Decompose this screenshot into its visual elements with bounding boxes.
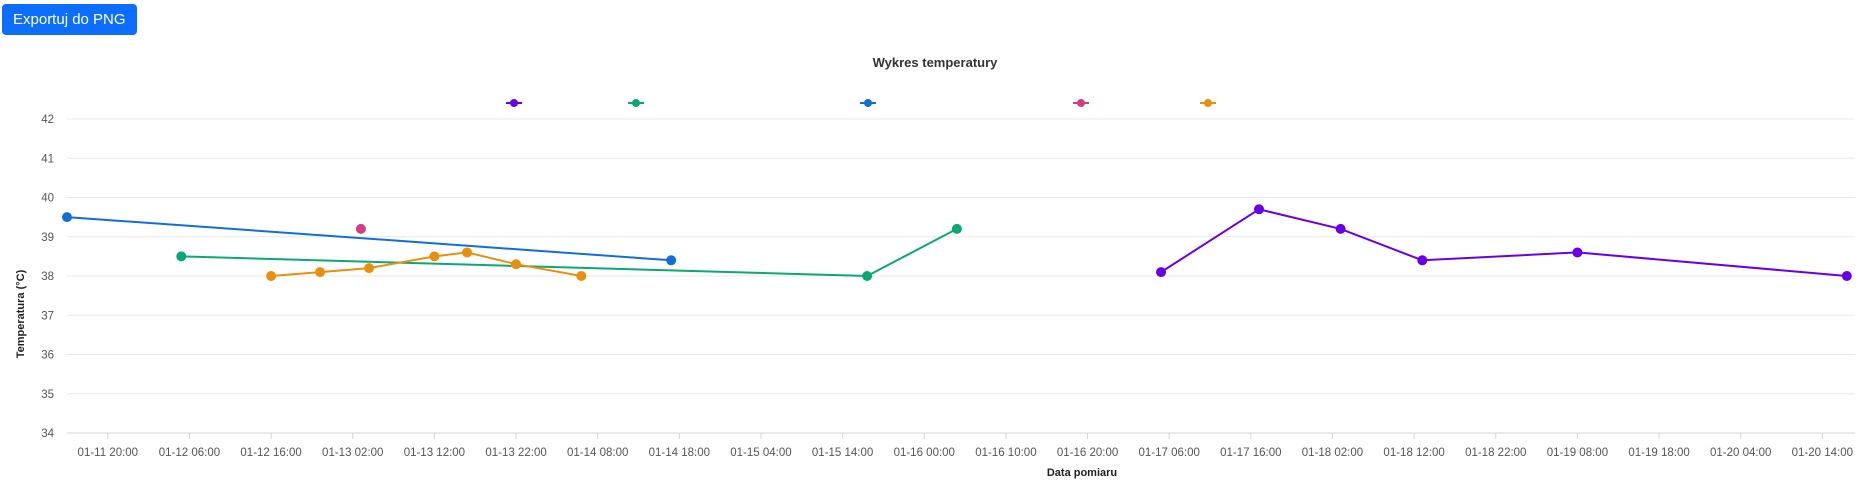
y-axis-title: Temperatura (°C) — [15, 269, 27, 358]
x-axis-title: Data pomiaru — [1047, 467, 1117, 479]
x-tick-label: 01-11 20:00 — [78, 447, 139, 459]
data-point[interactable] — [462, 247, 473, 258]
x-tick-label: 01-16 00:00 — [894, 447, 955, 459]
x-tick-label: 01-16 20:00 — [1057, 447, 1118, 459]
data-point[interactable] — [1335, 223, 1346, 234]
legend-swatch-marker — [1204, 99, 1212, 107]
x-tick-label: 01-19 08:00 — [1547, 447, 1608, 459]
y-tick-label: 34 — [41, 428, 54, 440]
x-tick-label: 01-20 14:00 — [1792, 447, 1853, 459]
data-point[interactable] — [1841, 271, 1852, 281]
export-png-button[interactable]: Exportuj do PNG — [2, 4, 137, 35]
data-point[interactable] — [364, 263, 375, 274]
y-tick-label: 37 — [41, 310, 54, 322]
y-tick-label: 35 — [41, 389, 54, 401]
legend-swatch-marker — [1077, 99, 1085, 107]
x-tick-label: 01-12 16:00 — [240, 447, 301, 459]
gridlines — [67, 118, 1855, 434]
data-point[interactable] — [62, 212, 72, 223]
data-point[interactable] — [266, 271, 277, 281]
y-tick-label: 42 — [41, 114, 54, 126]
data-point[interactable] — [1156, 267, 1167, 278]
x-tick-label: 01-14 08:00 — [567, 447, 628, 459]
legend-swatch-marker — [864, 99, 872, 107]
chart-title: Wykres temperatury — [873, 55, 999, 70]
x-tick-label: 01-13 12:00 — [404, 447, 465, 459]
x-tick-label: 01-18 02:00 — [1302, 447, 1363, 459]
data-point[interactable] — [1572, 247, 1583, 258]
series-3 — [62, 212, 677, 266]
x-tick-label: 01-13 22:00 — [485, 447, 546, 459]
x-tick-label: 01-20 04:00 — [1710, 447, 1771, 459]
data-point[interactable] — [1417, 255, 1428, 266]
data-point[interactable] — [355, 223, 366, 234]
series-4 — [355, 223, 366, 234]
y-tick-label: 36 — [41, 350, 54, 362]
legend-swatch-marker — [510, 99, 518, 107]
y-tick-label: 39 — [41, 232, 54, 244]
y-tick-label: 41 — [41, 153, 54, 165]
series-2 — [176, 223, 962, 281]
y-tick-label: 40 — [41, 193, 54, 205]
x-tick-label: 01-17 16:00 — [1220, 447, 1281, 459]
legend — [506, 99, 1216, 107]
data-point[interactable] — [315, 267, 326, 278]
x-tick-label: 01-15 14:00 — [812, 447, 873, 459]
axes: 34 35 36 37 38 39 40 41 42 01-11 20:00 01-12 06:00… — [41, 114, 1855, 459]
data-point[interactable] — [951, 223, 962, 234]
x-tick-label: 01-19 18:00 — [1628, 447, 1689, 459]
data-point[interactable] — [429, 251, 440, 262]
x-tick-label: 01-17 06:00 — [1138, 447, 1199, 459]
data-point[interactable] — [176, 251, 187, 262]
y-tick-label: 38 — [41, 271, 54, 283]
legend-swatch-marker — [632, 99, 640, 107]
x-tick-label: 01-16 10:00 — [975, 447, 1036, 459]
series — [62, 204, 1852, 281]
data-point[interactable] — [1254, 204, 1264, 215]
x-tick-label: 01-13 02:00 — [322, 447, 383, 459]
series-1 — [1156, 204, 1852, 281]
x-tick-label: 01-12 06:00 — [159, 447, 220, 459]
series-line — [66, 216, 672, 262]
x-tick-label: 01-14 18:00 — [649, 447, 710, 459]
x-tick-label: 01-15 04:00 — [730, 447, 791, 459]
x-tick-label: 01-18 12:00 — [1383, 447, 1444, 459]
data-point[interactable] — [666, 255, 677, 266]
data-point[interactable] — [511, 259, 522, 270]
series-line — [1160, 208, 1847, 277]
data-point[interactable] — [862, 271, 873, 281]
data-point[interactable] — [576, 271, 587, 281]
x-tick-label: 01-18 22:00 — [1465, 447, 1526, 459]
series-5 — [266, 247, 587, 281]
